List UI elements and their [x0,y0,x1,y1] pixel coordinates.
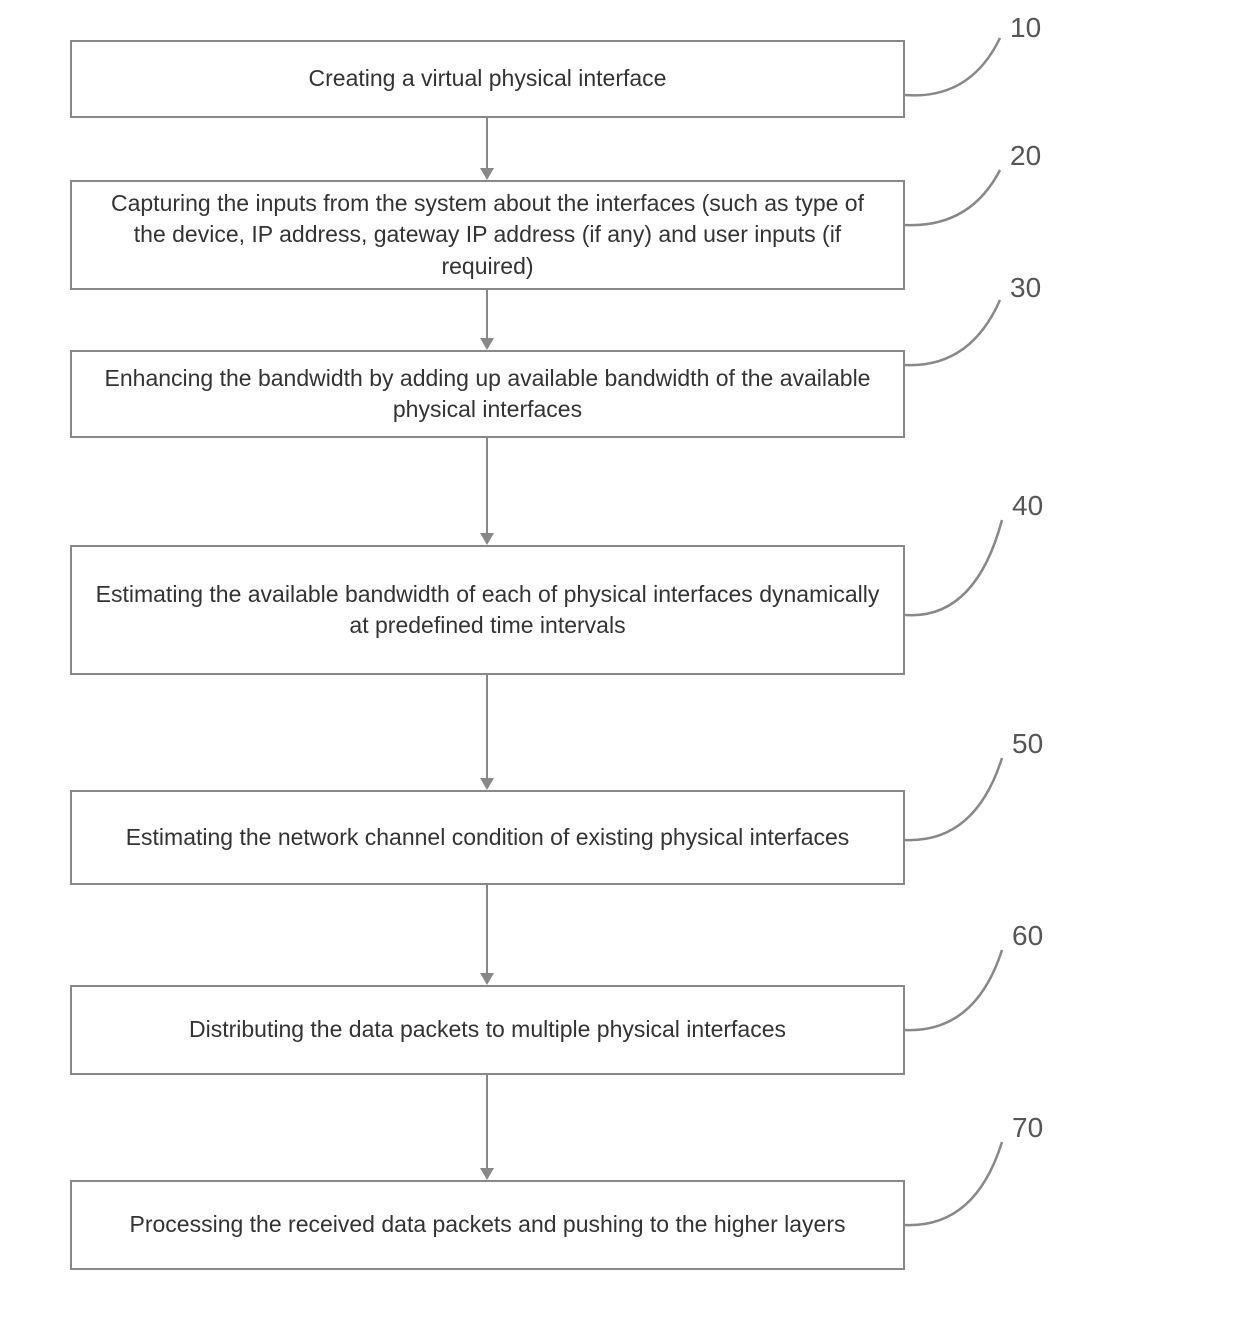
arrow-line [486,290,488,340]
flowchart-label-60: 60 [1012,920,1043,952]
arrow-head [480,973,494,985]
arrow-line [486,1075,488,1170]
box-text: Distributing the data packets to multipl… [189,1014,786,1045]
arrow-head [480,778,494,790]
flowchart-label-30: 30 [1010,272,1041,304]
flowchart-box-50: Estimating the network channel condition… [70,790,905,885]
box-text: Processing the received data packets and… [130,1209,846,1240]
flowchart-box-30: Enhancing the bandwidth by adding up ava… [70,350,905,438]
box-text: Estimating the network channel condition… [126,822,850,853]
flowchart-box-20: Capturing the inputs from the system abo… [70,180,905,290]
arrow-head [480,533,494,545]
flowchart-label-10: 10 [1010,12,1041,44]
flowchart-label-20: 20 [1010,140,1041,172]
box-text: Creating a virtual physical interface [309,63,667,94]
arrow-head [480,168,494,180]
flowchart-box-70: Processing the received data packets and… [70,1180,905,1270]
arrow-head [480,1168,494,1180]
box-text: Estimating the available bandwidth of ea… [92,579,883,641]
flowchart-label-40: 40 [1012,490,1043,522]
flowchart-box-10: Creating a virtual physical interface [70,40,905,118]
arrow-head [480,338,494,350]
flowchart-container: Creating a virtual physical interface 10… [0,0,1240,1333]
arrow-line [486,675,488,780]
box-text: Capturing the inputs from the system abo… [92,188,883,281]
arrow-line [486,885,488,975]
flowchart-label-70: 70 [1012,1112,1043,1144]
flowchart-label-50: 50 [1012,728,1043,760]
flowchart-box-40: Estimating the available bandwidth of ea… [70,545,905,675]
arrow-line [486,438,488,535]
arrow-line [486,118,488,170]
box-text: Enhancing the bandwidth by adding up ava… [92,363,883,425]
flowchart-box-60: Distributing the data packets to multipl… [70,985,905,1075]
